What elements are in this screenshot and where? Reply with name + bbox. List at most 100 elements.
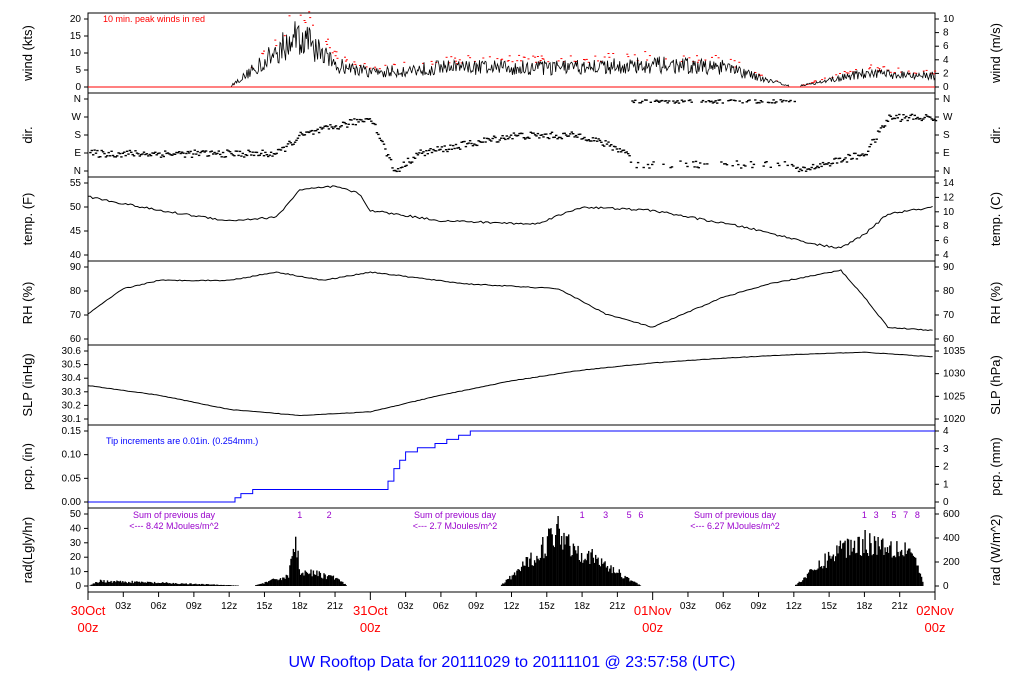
dir-point — [454, 143, 458, 146]
dir-point — [930, 118, 933, 120]
dir-point — [566, 135, 569, 137]
wind-peak-mark — [754, 72, 757, 73]
tick-label-right-pcp: 2 — [943, 462, 949, 473]
rad-bar — [502, 583, 504, 586]
pcp-note: Tip increments are 0.01in. (0.254mm.) — [106, 436, 258, 446]
dir-point — [175, 151, 178, 154]
dir-point — [596, 140, 599, 142]
tick-label-left-dir: N — [74, 166, 81, 177]
dir-point — [162, 155, 165, 158]
dir-point — [641, 100, 644, 103]
dir-point — [807, 168, 811, 170]
dir-point — [549, 133, 552, 135]
rad-bar — [809, 569, 811, 586]
tick-label-left-slp: 30.4 — [62, 373, 82, 384]
dir-point — [144, 153, 147, 156]
rad-bar — [907, 548, 910, 586]
rad-bar — [829, 555, 831, 586]
dir-point — [680, 99, 684, 101]
dir-point — [230, 152, 233, 155]
rad-bar — [128, 581, 130, 586]
rad-bar — [810, 569, 812, 586]
rad-bar — [844, 540, 846, 586]
tick-label-right-rad: 0 — [943, 581, 949, 592]
series-line-temp — [87, 185, 933, 249]
dir-point — [142, 151, 146, 153]
dir-point — [882, 126, 885, 128]
rad-bar — [623, 578, 625, 586]
dir-point — [917, 118, 921, 120]
rad-bar — [132, 583, 135, 586]
rad-bar — [622, 578, 624, 586]
rad-bar — [542, 537, 544, 586]
rad-bar — [635, 582, 637, 586]
dir-point — [336, 127, 339, 130]
wind-peak-mark — [448, 62, 451, 64]
dir-point — [406, 157, 410, 160]
dir-point — [292, 143, 295, 145]
rad-bar — [517, 569, 519, 586]
ylabel-left-temp: temp. (F) — [20, 193, 35, 246]
rad-bar — [898, 556, 900, 586]
rad-bar — [170, 583, 172, 586]
tick-label-left-wind: 10 — [70, 48, 82, 59]
rad-bar — [129, 582, 131, 586]
dir-point — [252, 154, 256, 157]
rad-bar — [588, 550, 590, 586]
dir-point — [721, 102, 724, 104]
rad-bar — [304, 570, 306, 586]
dir-point — [401, 166, 404, 168]
wind-peak-mark — [469, 57, 472, 59]
dir-point — [216, 152, 219, 155]
dir-point — [494, 136, 497, 139]
dir-point — [888, 114, 891, 116]
rad-bar — [506, 579, 509, 586]
dir-point — [291, 144, 294, 146]
rad-bar — [110, 580, 112, 586]
dir-point — [692, 161, 695, 163]
tick-label-right-pcp: 0 — [943, 497, 949, 508]
rad-bar — [911, 553, 913, 586]
rad-bar — [308, 574, 310, 586]
rad-bar — [883, 555, 885, 586]
wind-peak-mark — [696, 61, 699, 63]
x-tick-label: 12z — [221, 601, 237, 612]
dir-point — [423, 154, 427, 157]
dir-point — [878, 131, 881, 133]
rad-bar — [177, 583, 179, 586]
dir-point — [837, 157, 840, 160]
tick-label-right-temp: 8 — [943, 221, 949, 232]
rad-bar — [845, 557, 847, 586]
dir-point — [470, 142, 473, 145]
dir-point — [101, 151, 105, 153]
rad-bar — [553, 547, 556, 586]
dir-point — [669, 166, 672, 169]
rad-bar — [145, 582, 147, 586]
dir-point — [257, 154, 260, 157]
wind-peak-mark — [384, 64, 387, 66]
dir-point — [929, 116, 932, 118]
wind-peak-mark — [627, 56, 630, 58]
dir-point — [251, 151, 254, 153]
rad-marker: 5 — [627, 510, 632, 520]
rad-bar — [832, 554, 835, 586]
dir-point — [898, 113, 901, 116]
rad-bar — [529, 558, 531, 586]
rad-bar — [889, 545, 891, 586]
wind-peak-mark — [335, 51, 338, 53]
wind-peak-mark — [587, 61, 590, 63]
wind-peak-mark — [359, 65, 361, 66]
dir-point — [148, 153, 151, 156]
rad-bar — [303, 575, 305, 586]
rad-bar — [282, 577, 284, 586]
rad-bar — [899, 551, 902, 586]
rad-bar — [519, 571, 522, 586]
dir-point — [176, 152, 180, 154]
dir-point — [740, 167, 743, 169]
dir-point — [931, 119, 935, 121]
wind-peak-mark — [760, 74, 763, 76]
rad-bar — [210, 584, 212, 586]
rad-bar — [158, 583, 160, 586]
dir-point — [581, 137, 585, 140]
rad-bar — [905, 554, 907, 586]
